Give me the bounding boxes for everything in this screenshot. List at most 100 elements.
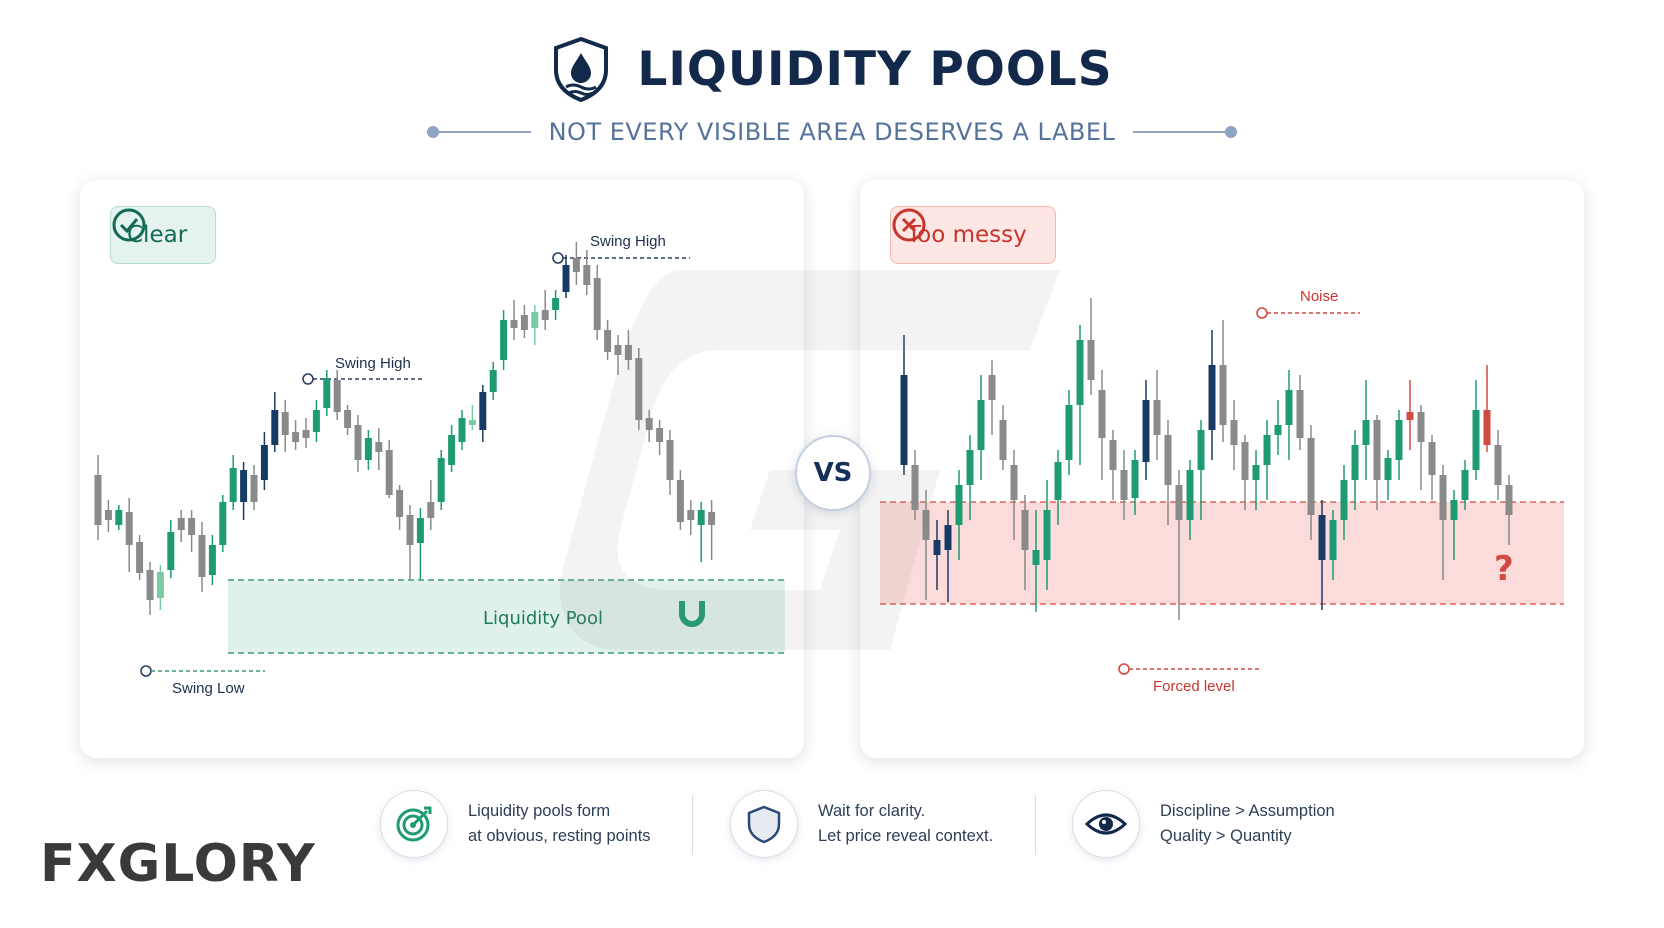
footer-text: Liquidity pools form at obvious, resting…	[468, 799, 651, 849]
footer-item-target: Liquidity pools form at obvious, resting…	[380, 790, 651, 858]
candle-body	[624, 345, 632, 360]
footer-divider	[1035, 795, 1036, 855]
candle-body	[1395, 420, 1403, 460]
candle-body	[250, 475, 258, 502]
candle-body	[323, 378, 331, 408]
footer-icon-wrap	[730, 790, 798, 858]
candle-body	[125, 512, 133, 545]
candle-body	[458, 418, 466, 442]
candle-body	[344, 410, 352, 428]
candle-body	[479, 392, 487, 430]
clear-panel: Swing High Swing High Swing Low Liquidit…	[80, 180, 804, 758]
candle-body	[292, 432, 300, 442]
candle-body	[115, 510, 123, 525]
candle-body	[593, 278, 601, 330]
messy-panel: Noise Forced level ? Too messy	[860, 180, 1584, 758]
candle-body	[1318, 515, 1326, 560]
candle-body	[1472, 410, 1480, 470]
candle-body	[427, 502, 435, 518]
candle-body	[1109, 440, 1117, 470]
candle-body	[1351, 445, 1359, 480]
messy-badge-label: Too messy	[907, 222, 1027, 248]
candle-body	[583, 265, 591, 285]
candle-body	[1340, 480, 1348, 520]
footer-icon-wrap	[380, 790, 448, 858]
candle-body	[520, 315, 528, 330]
candle-body	[1439, 475, 1447, 520]
liquidity-pool-zone	[228, 580, 785, 653]
candle-body	[656, 428, 664, 442]
candle-body	[1076, 340, 1084, 405]
candle-body	[260, 445, 268, 480]
vs-badge: VS	[795, 435, 871, 511]
candle-body	[302, 430, 310, 438]
candle-body	[177, 518, 185, 530]
candle-body	[468, 420, 476, 425]
candle-body	[1120, 470, 1128, 500]
candle-body	[635, 358, 643, 420]
candle-body	[406, 515, 414, 545]
magnet-icon	[679, 601, 705, 627]
candle-body	[156, 572, 164, 598]
candle-body	[1505, 485, 1513, 515]
candle-body	[1384, 458, 1392, 480]
candle-body	[911, 465, 919, 510]
noise-label: Noise	[1300, 288, 1338, 305]
footer-icon-wrap	[1072, 790, 1140, 858]
candle-body	[999, 420, 1007, 460]
footer-item-eye: Discipline > Assumption Quality > Quanti…	[1072, 790, 1335, 858]
candle-body	[1032, 550, 1040, 565]
subtitle-divider-right	[1133, 126, 1238, 138]
candle-body	[614, 345, 622, 355]
footer-text: Discipline > Assumption Quality > Quanti…	[1160, 799, 1335, 849]
candle-body	[1131, 460, 1139, 498]
candle-body	[977, 400, 985, 450]
header: LIQUIDITY POOLS NOT EVERY VISIBLE AREA D…	[0, 0, 1664, 170]
candle-body	[281, 412, 289, 435]
forced-level-label: Forced level	[1153, 678, 1235, 695]
candle-body	[933, 540, 941, 555]
eye-icon	[1085, 813, 1127, 835]
subtitle-divider-left	[426, 126, 531, 138]
candle-body	[416, 518, 424, 543]
candle-body	[1054, 462, 1062, 500]
candle-body	[1329, 520, 1337, 560]
candle-body	[1098, 390, 1106, 438]
footer-line-2: at obvious, resting points	[468, 827, 651, 845]
candle-body	[1087, 340, 1095, 380]
candle-body	[1450, 500, 1458, 520]
footer-divider	[692, 795, 693, 855]
candle-body	[448, 435, 456, 465]
candle-body	[1186, 470, 1194, 520]
clear-chart: Swing High Swing High Swing Low Liquidit…	[94, 233, 785, 697]
candle-body	[645, 418, 653, 430]
x-circle-icon	[892, 208, 926, 242]
candle-body	[1494, 445, 1502, 485]
candle-body	[1208, 365, 1216, 430]
candle-body	[437, 458, 445, 502]
candle-body	[364, 438, 372, 460]
candle-body	[188, 518, 196, 535]
candle-body	[271, 410, 279, 445]
candle-body	[1307, 438, 1315, 515]
candle-body	[354, 425, 362, 460]
candle-body	[955, 485, 963, 525]
candle-body	[219, 502, 227, 545]
candle-body	[604, 330, 612, 352]
footer-text: Wait for clarity. Let price reveal conte…	[818, 799, 993, 849]
candle-body	[229, 468, 237, 502]
candle-body	[208, 545, 216, 575]
candle-body	[1010, 465, 1018, 500]
candle-body	[708, 512, 716, 525]
candle-body	[136, 542, 144, 573]
candle-body	[922, 510, 930, 540]
candle-body	[1230, 420, 1238, 445]
footer-line-2: Let price reveal context.	[818, 827, 994, 845]
candle-body	[146, 570, 154, 600]
candle-body	[396, 490, 404, 517]
candle-body	[1252, 465, 1260, 480]
candle-body	[312, 410, 320, 432]
candle-body	[900, 375, 908, 465]
candle-body	[562, 265, 570, 292]
candle-body	[1406, 412, 1414, 420]
